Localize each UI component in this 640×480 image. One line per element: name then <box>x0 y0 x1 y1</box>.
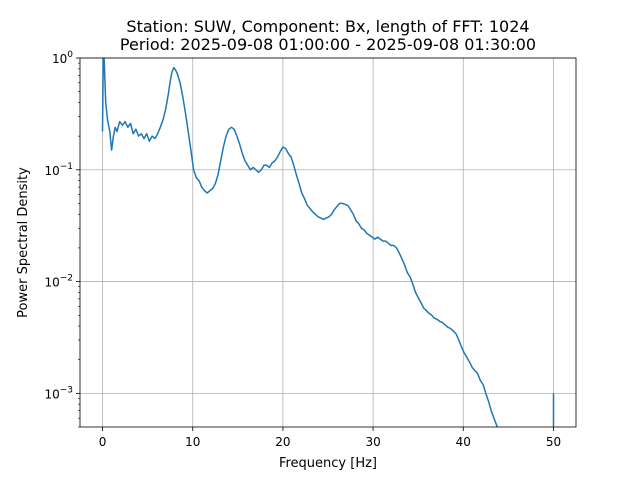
x-tick-label: 40 <box>456 435 471 449</box>
y-axis-label: Power Spectral Density <box>16 167 31 318</box>
y-tick-label: 10−2 <box>44 274 73 290</box>
chart-title-line-2: Period: 2025-09-08 01:00:00 - 2025-09-08… <box>119 35 537 54</box>
y-tick-label: 10−3 <box>44 385 73 401</box>
x-tick-label: 0 <box>99 435 107 449</box>
x-axis-label: Frequency [Hz] <box>279 456 377 471</box>
plot-frame <box>79 57 577 428</box>
x-tick-label: 10 <box>185 435 200 449</box>
y-tick-label: 100 <box>52 50 73 66</box>
x-tick-label: 50 <box>546 435 561 449</box>
y-tick-label: 10−1 <box>44 162 73 178</box>
x-tick-label: 20 <box>275 435 290 449</box>
grid-lines <box>80 57 576 427</box>
y-axis-ticks: 10−3 10−2 10−1 100 <box>44 50 80 428</box>
x-tick-label: 30 <box>365 435 380 449</box>
series-line-0 <box>101 58 499 427</box>
chart-title-line-1: Station: SUW, Component: Bx, length of F… <box>126 17 530 36</box>
data-lines <box>101 58 555 427</box>
x-axis-ticks: 0 10 20 30 40 50 <box>99 427 561 449</box>
